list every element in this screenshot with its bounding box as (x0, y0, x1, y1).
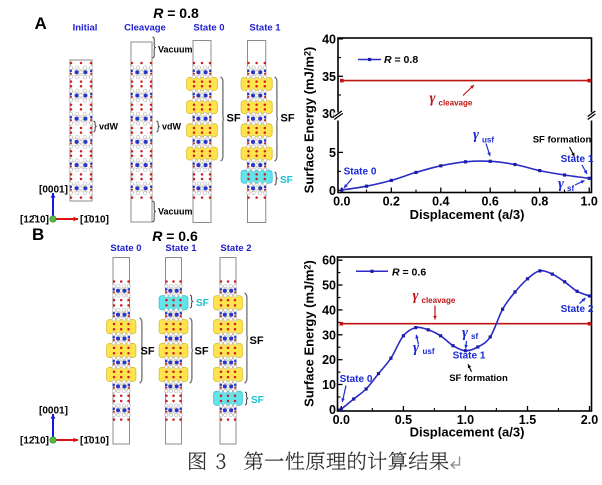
svg-text:20: 20 (322, 353, 336, 367)
svg-text:5: 5 (329, 146, 336, 160)
svg-text:35: 35 (322, 70, 336, 84)
svg-text:1.0: 1.0 (581, 195, 598, 209)
svg-text:γ: γ (413, 340, 420, 356)
svg-text:Displacement (a/3): Displacement (a/3) (410, 207, 525, 222)
svg-text:0.0: 0.0 (333, 195, 350, 209)
svg-text:A: A (35, 14, 47, 33)
svg-text:γ: γ (558, 176, 565, 192)
svg-text:Initial: Initial (73, 23, 98, 34)
svg-text:SF: SF (280, 175, 293, 186)
svg-text:State 0: State 0 (344, 167, 377, 178)
svg-text:R = 0.8: R = 0.8 (153, 5, 199, 21)
svg-text:State 2: State 2 (220, 243, 251, 254)
svg-text:State 1: State 1 (453, 351, 486, 362)
svg-text:Vacuum: Vacuum (158, 207, 193, 217)
svg-text:30: 30 (322, 107, 336, 121)
svg-text:0.8: 0.8 (531, 195, 548, 209)
svg-text:γ: γ (413, 288, 420, 304)
svg-text:SF: SF (141, 346, 155, 358)
svg-text:γ: γ (430, 91, 437, 107)
svg-text:R = 0.6: R = 0.6 (152, 228, 198, 244)
svg-text:60: 60 (322, 254, 336, 268)
svg-text:B: B (32, 225, 44, 244)
svg-text:30: 30 (322, 328, 336, 342)
svg-text:0.6: 0.6 (482, 195, 499, 209)
svg-text:50: 50 (322, 279, 336, 293)
svg-text:[0001]: [0001] (39, 185, 68, 196)
svg-text:SF: SF (227, 113, 241, 125)
svg-text:γ: γ (462, 325, 469, 341)
svg-text:sf: sf (471, 332, 478, 341)
svg-text:cleavage: cleavage (439, 99, 473, 108)
svg-text:State 1: State 1 (561, 154, 594, 165)
svg-text:State 0: State 0 (340, 374, 373, 385)
svg-text:State 0: State 0 (110, 243, 141, 254)
svg-text:[12̄10]: [12̄10] (20, 215, 49, 226)
svg-text:10: 10 (322, 378, 336, 392)
svg-text:2.0: 2.0 (581, 413, 598, 427)
svg-text:vdW: vdW (99, 122, 119, 132)
svg-text:Surface Energy (mJ/m2): Surface Energy (mJ/m2) (302, 47, 317, 194)
svg-text:0: 0 (329, 184, 336, 198)
svg-text:[12̄10]: [12̄10] (20, 436, 49, 447)
svg-text:0.4: 0.4 (432, 195, 449, 209)
svg-text:State 1: State 1 (165, 243, 197, 254)
svg-text:0.5: 0.5 (395, 413, 412, 427)
svg-text:0: 0 (329, 403, 336, 417)
svg-text:γ: γ (473, 127, 480, 143)
svg-text:usf: usf (482, 136, 494, 145)
svg-text:[1̄010]: [1̄010] (80, 215, 109, 226)
svg-text:SF: SF (281, 113, 295, 125)
svg-text:SF: SF (196, 298, 209, 309)
svg-text:Cleavage: Cleavage (124, 23, 166, 34)
svg-text:40: 40 (322, 32, 336, 46)
svg-text:SF: SF (250, 335, 264, 347)
svg-text:State 1: State 1 (249, 23, 281, 34)
svg-text:Surface Energy (mJ/m2): Surface Energy (mJ/m2) (302, 260, 317, 407)
svg-text:1.0: 1.0 (457, 413, 474, 427)
svg-text:[0001]: [0001] (39, 406, 68, 417)
svg-text:R = 0.8: R = 0.8 (384, 54, 418, 66)
svg-text:SF: SF (195, 346, 209, 358)
svg-text:SF: SF (251, 395, 264, 406)
svg-text:Displacement (a/3): Displacement (a/3) (410, 425, 525, 440)
svg-text:Vacuum: Vacuum (158, 45, 193, 55)
svg-text:SF formation: SF formation (533, 135, 592, 146)
svg-text:0.0: 0.0 (333, 413, 350, 427)
svg-text:cleavage: cleavage (422, 296, 456, 305)
svg-text:State 2: State 2 (561, 304, 594, 315)
svg-text:sf: sf (567, 184, 574, 193)
svg-text:R = 0.6: R = 0.6 (392, 266, 426, 278)
svg-text:State 0: State 0 (193, 23, 224, 34)
svg-text:40: 40 (322, 303, 336, 317)
svg-text:usf: usf (423, 347, 435, 356)
svg-text:SF formation: SF formation (449, 373, 508, 384)
svg-text:1.5: 1.5 (519, 413, 536, 427)
svg-text:vdW: vdW (162, 122, 182, 132)
svg-text:0.2: 0.2 (383, 195, 400, 209)
svg-text:[1̄010]: [1̄010] (80, 436, 109, 447)
